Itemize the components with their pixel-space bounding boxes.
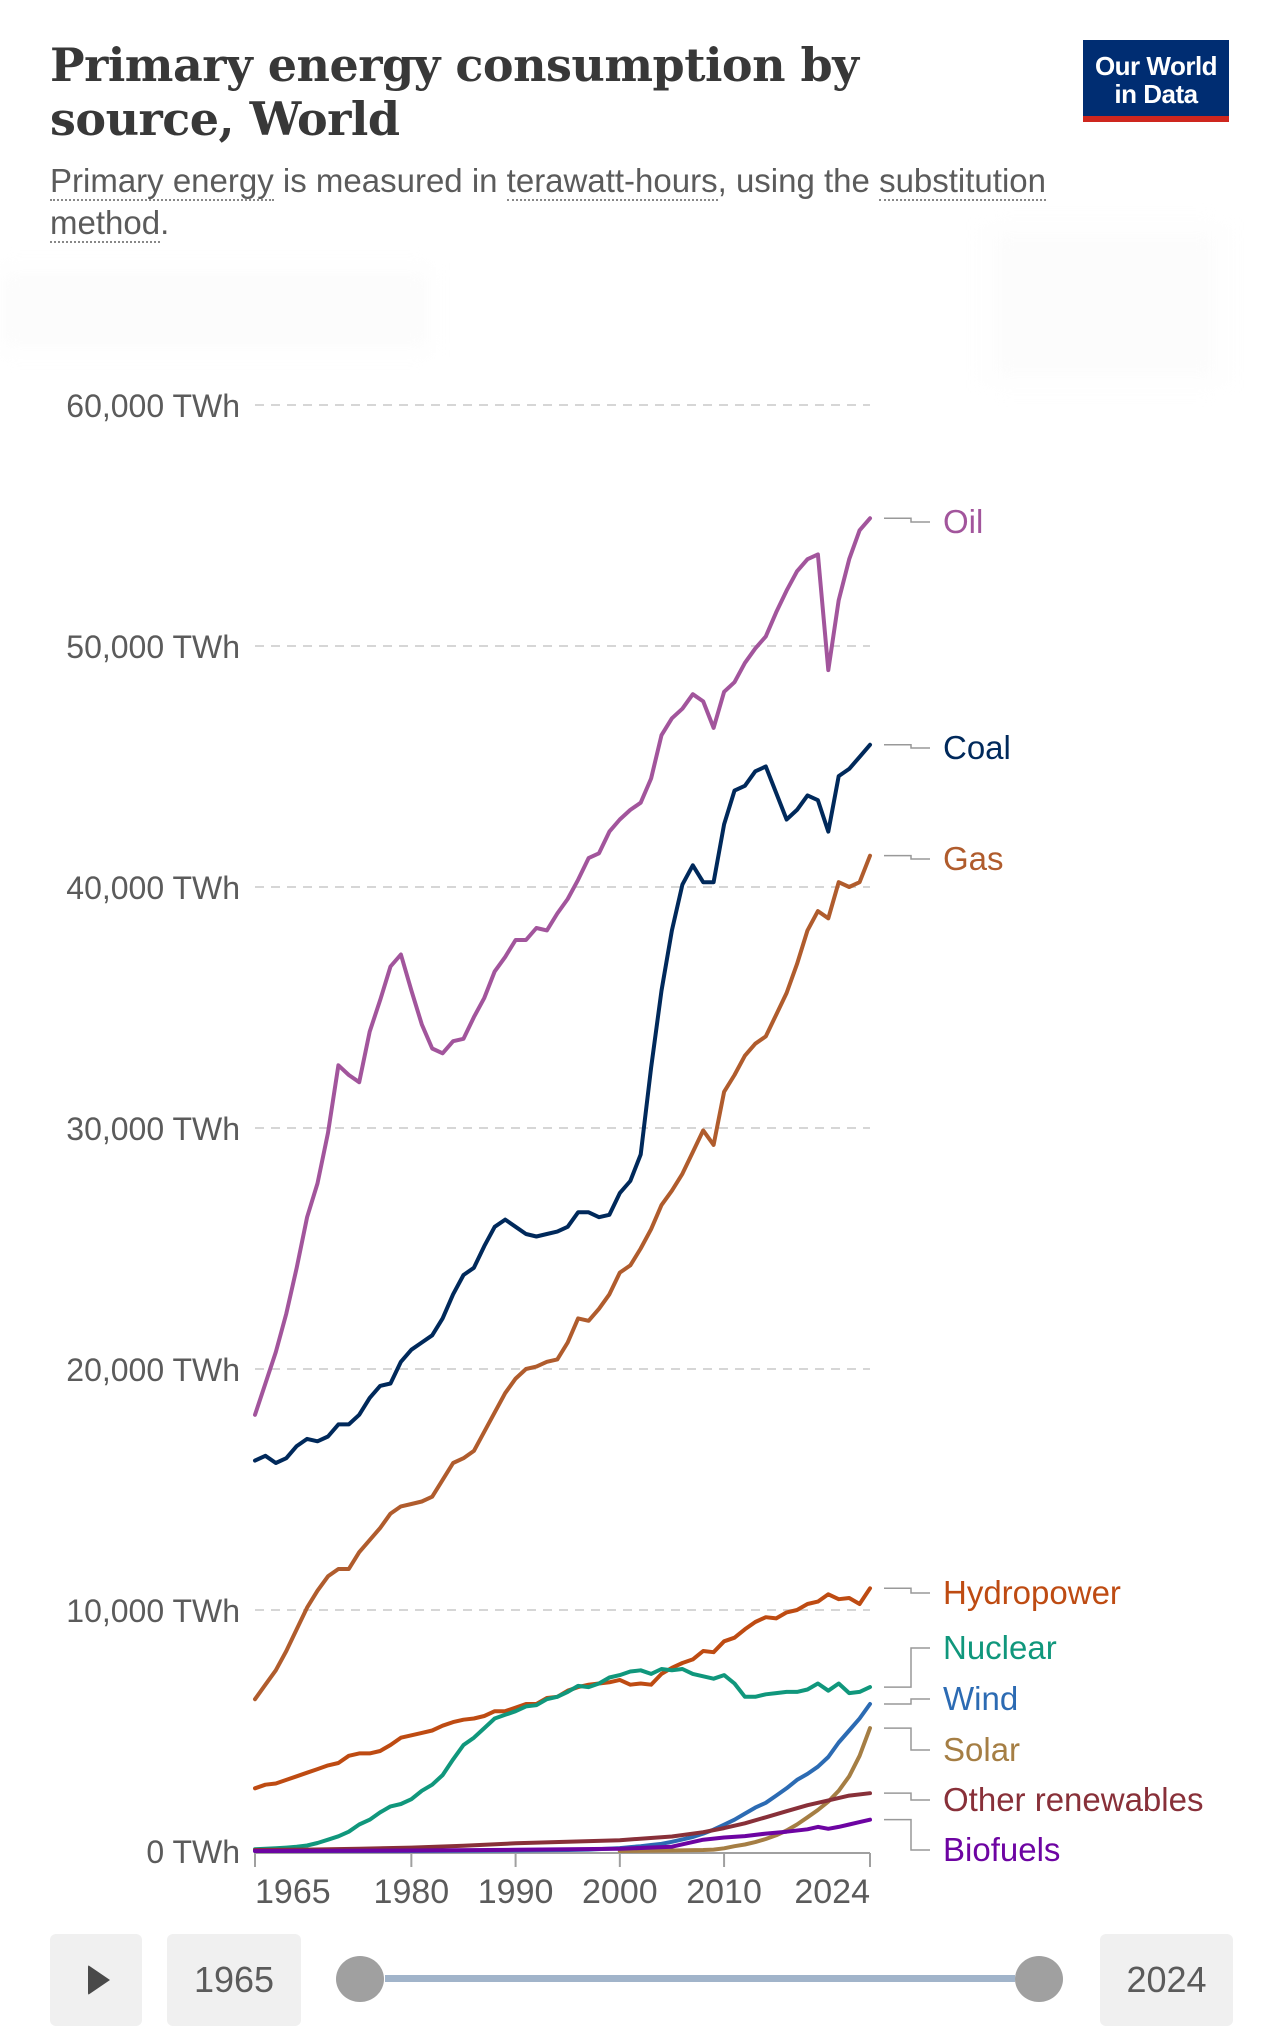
label-connector: [884, 744, 930, 749]
y-tick-label: 30,000 TWh: [66, 1111, 240, 1147]
line-chart: 0 TWh 10,000 TWh 20,000 TWh 30,000 TWh 40,00…: [66, 388, 1203, 1911]
series-line-oil[interactable]: [253, 516, 872, 1417]
series-label-solar[interactable]: Solar: [943, 1731, 1020, 1768]
y-tick-label: 10,000 TWh: [66, 1593, 240, 1629]
owid-logo[interactable]: Our World in Data: [1083, 40, 1229, 122]
series-label-gas[interactable]: Gas: [943, 840, 1004, 877]
timeline-slider-track[interactable]: [385, 1975, 1015, 1982]
x-tick-label: 2000: [582, 1873, 658, 1911]
x-tick-label: 1990: [478, 1873, 554, 1911]
chart-subtitle: Primary energy is measured in terawatt-h…: [50, 160, 1150, 244]
blurred-region: [990, 230, 1220, 380]
series-line-hydropower[interactable]: [253, 1586, 872, 1791]
series-line-biofuels[interactable]: [253, 1817, 872, 1853]
start-year-button[interactable]: 1965: [167, 1934, 301, 2026]
series-label-wind[interactable]: Wind: [943, 1680, 1018, 1717]
x-tick-label: 1980: [374, 1873, 450, 1911]
logo-line-1: Our World: [1094, 51, 1218, 81]
blurred-region: [0, 270, 430, 350]
logo-line-2: in Data: [1114, 79, 1198, 109]
series-label-nuclear[interactable]: Nuclear: [943, 1629, 1057, 1666]
series-label-oil[interactable]: Oil: [943, 503, 983, 540]
series-label-hydropower[interactable]: Hydropower: [943, 1574, 1121, 1611]
label-connector: [884, 1698, 930, 1705]
subtitle-text: .: [160, 204, 170, 241]
series-line-solar[interactable]: [617, 1726, 872, 1853]
label-connector: [884, 517, 930, 523]
label-connector: [884, 1647, 930, 1688]
timeline-end-handle[interactable]: [1015, 1956, 1063, 2002]
series-line-other-renewables[interactable]: [253, 1791, 872, 1852]
y-tick-label: 50,000 TWh: [66, 629, 240, 665]
subtitle-text: is measured in: [273, 162, 507, 199]
y-tick-label: 40,000 TWh: [66, 870, 240, 906]
label-connector: [884, 854, 930, 860]
series-label-biofuels[interactable]: Biofuels: [943, 1831, 1060, 1868]
label-connector: [884, 1818, 930, 1851]
chart-title: Primary energy consumption by source, Wo…: [50, 38, 859, 146]
x-tick-label: 2024: [794, 1873, 870, 1911]
series-line-gas[interactable]: [253, 853, 872, 1702]
y-tick-label: 0 TWh: [146, 1834, 240, 1870]
y-tick-label: 60,000 TWh: [66, 388, 240, 424]
subtitle-text: , using the: [717, 162, 880, 199]
link-substitution-method[interactable]: substitution method: [50, 162, 1046, 243]
series-line-nuclear[interactable]: [253, 1667, 872, 1852]
y-tick-label: 20,000 TWh: [66, 1352, 240, 1388]
end-year-button[interactable]: 2024: [1100, 1934, 1233, 2026]
series-line-coal[interactable]: [253, 742, 872, 1465]
series-label-other-renewables[interactable]: Other renewables: [943, 1781, 1203, 1818]
x-tick-label: 1965: [255, 1873, 331, 1911]
x-tick-label: 2010: [686, 1873, 762, 1911]
timeline-start-handle[interactable]: [336, 1956, 384, 2002]
link-primary-energy[interactable]: Primary energy: [50, 162, 274, 201]
play-icon: [88, 1965, 110, 1995]
play-button[interactable]: [50, 1934, 142, 2026]
label-connector: [884, 1727, 930, 1751]
label-connector: [884, 1587, 930, 1594]
series-line-wind[interactable]: [253, 1702, 872, 1853]
link-terawatt-hours[interactable]: terawatt-hours: [506, 162, 718, 201]
label-connector: [884, 1792, 930, 1801]
series-label-coal[interactable]: Coal: [943, 729, 1011, 766]
